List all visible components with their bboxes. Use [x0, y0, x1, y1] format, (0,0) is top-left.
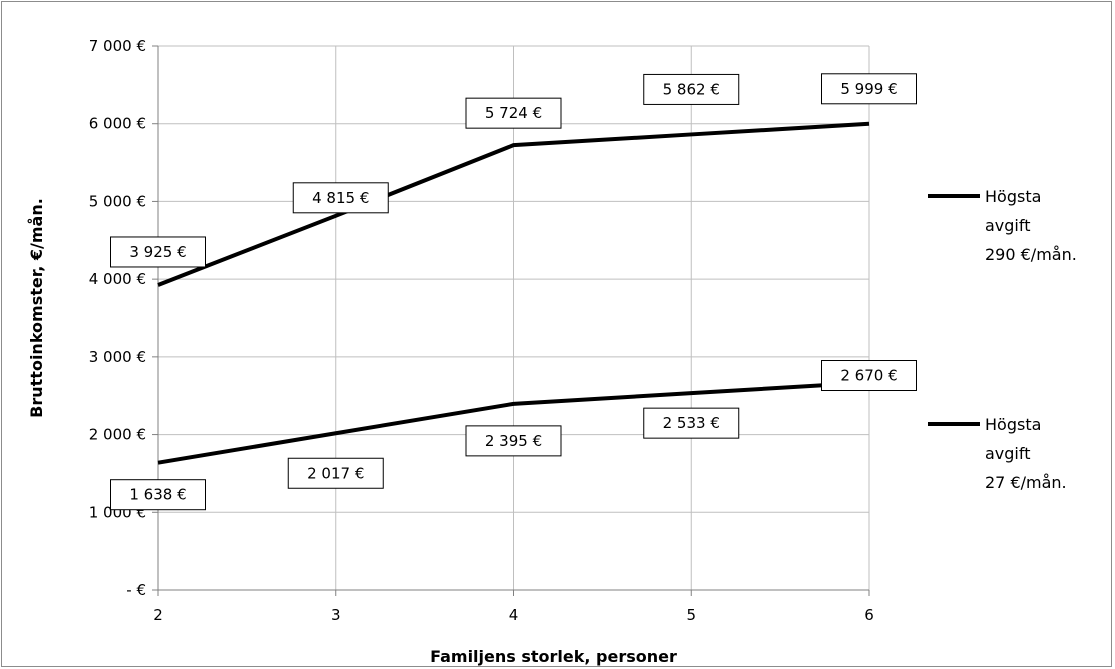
legend-label: avgift [985, 444, 1031, 463]
data-label-box [821, 73, 917, 105]
y-tick-label: 2 000 € [89, 426, 146, 444]
y-tick-label: 3 000 € [89, 348, 146, 366]
x-tick-label: 3 [331, 606, 341, 624]
y-tick-label: 4 000 € [89, 270, 146, 288]
data-label: 5 724 € [485, 104, 542, 122]
legend-label: 290 €/mån. [985, 245, 1077, 264]
data-label: 2 670 € [840, 367, 897, 385]
x-axis-ticks: 2 3 4 5 6 [153, 590, 874, 624]
data-label-box [110, 236, 206, 268]
x-tick-label: 2 [153, 606, 163, 624]
y-tick-label: 7 000 € [89, 37, 146, 55]
data-label-box [465, 425, 562, 457]
data-label-box [643, 73, 740, 105]
y-tick-label: - € [126, 581, 146, 599]
series-line [157, 380, 870, 465]
x-tick-label: 4 [509, 606, 519, 624]
y-axis-ticks: - €1 000 €2 000 €3 000 €4 000 €5 000 €6 … [89, 37, 158, 599]
data-label: 2 395 € [485, 432, 542, 450]
series-lines [157, 121, 870, 465]
data-label-box [643, 407, 740, 439]
data-label: 5 999 € [840, 80, 897, 98]
legend: Högsta avgift 290 €/mån. Högsta avgift 27 €/m… [928, 187, 1077, 492]
data-labels: 3 925 € 4 815 € 5 724 € 5 862 € 5 999 € 1 638… [110, 73, 917, 511]
legend-label: avgift [985, 216, 1031, 235]
x-axis-title: Familjens storlek, personer [430, 647, 677, 666]
data-label-box [110, 479, 206, 511]
data-label: 4 815 € [312, 189, 369, 207]
x-tick-label: 6 [864, 606, 874, 624]
data-label: 2 533 € [663, 414, 720, 432]
x-tick-label: 5 [686, 606, 696, 624]
data-label: 1 638 € [129, 486, 186, 504]
y-tick-label: 5 000 € [89, 192, 146, 210]
data-label-box [821, 360, 917, 392]
data-label: 5 862 € [663, 80, 720, 98]
legend-label: Högsta [985, 415, 1041, 434]
series-line [157, 121, 870, 287]
data-label-box [292, 182, 389, 214]
data-label-box [287, 457, 384, 489]
gridlines [158, 45, 870, 590]
data-label: 2 017 € [307, 464, 364, 482]
data-label: 3 925 € [129, 243, 186, 261]
legend-label: 27 €/mån. [985, 473, 1067, 492]
y-axis-title: Bruttoinkomster, €/mån. [27, 198, 46, 418]
data-label-box [465, 97, 562, 129]
y-tick-label: 6 000 € [89, 115, 146, 133]
legend-label: Högsta [985, 187, 1041, 206]
